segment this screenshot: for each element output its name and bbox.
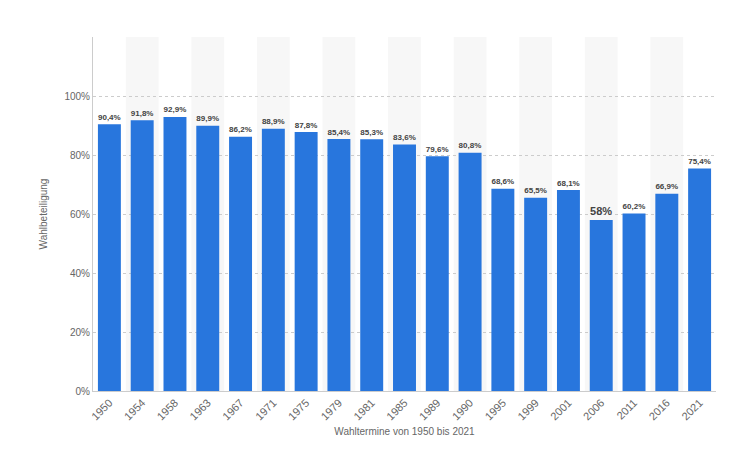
svg-text:1950: 1950 (89, 397, 115, 423)
svg-text:88,9%: 88,9% (262, 117, 285, 126)
svg-text:Wahlbeteiligung: Wahlbeteiligung (38, 179, 49, 250)
svg-text:0%: 0% (76, 386, 91, 397)
svg-text:89,9%: 89,9% (196, 114, 219, 123)
svg-text:68,1%: 68,1% (557, 179, 580, 188)
svg-text:1981: 1981 (351, 397, 377, 423)
svg-text:1954: 1954 (122, 397, 148, 423)
svg-text:1975: 1975 (286, 397, 312, 423)
svg-text:86,2%: 86,2% (229, 125, 252, 134)
svg-text:100%: 100% (64, 91, 90, 102)
svg-text:20%: 20% (70, 327, 90, 338)
svg-text:1967: 1967 (220, 397, 246, 423)
svg-text:90,4%: 90,4% (98, 113, 121, 122)
svg-text:40%: 40% (70, 268, 90, 279)
svg-text:68,6%: 68,6% (491, 177, 514, 186)
svg-text:92,9%: 92,9% (164, 105, 187, 114)
svg-text:65,5%: 65,5% (524, 186, 547, 195)
svg-text:66,9%: 66,9% (655, 182, 678, 191)
svg-text:87,8%: 87,8% (295, 121, 318, 130)
svg-text:2016: 2016 (646, 397, 672, 423)
svg-text:85,3%: 85,3% (360, 128, 383, 137)
svg-text:91,8%: 91,8% (131, 109, 154, 118)
svg-text:1963: 1963 (187, 397, 213, 423)
svg-text:79,6%: 79,6% (426, 145, 449, 154)
svg-text:2001: 2001 (548, 397, 574, 423)
svg-text:1990: 1990 (450, 397, 476, 423)
svg-text:Wahltermine von 1950 bis 2021: Wahltermine von 1950 bis 2021 (334, 426, 475, 437)
svg-text:1989: 1989 (417, 397, 443, 423)
svg-text:75,4%: 75,4% (688, 157, 711, 166)
svg-text:2021: 2021 (679, 397, 705, 423)
svg-text:1979: 1979 (318, 397, 344, 423)
svg-text:80%: 80% (70, 150, 90, 161)
svg-text:2011: 2011 (614, 397, 639, 422)
svg-text:80,8%: 80,8% (459, 141, 482, 150)
svg-text:85,4%: 85,4% (327, 128, 350, 137)
svg-text:58%: 58% (590, 205, 612, 217)
svg-text:1995: 1995 (482, 397, 508, 423)
svg-text:1958: 1958 (154, 397, 180, 423)
svg-text:1985: 1985 (384, 397, 410, 423)
svg-text:60,2%: 60,2% (623, 202, 646, 211)
svg-text:1971: 1971 (253, 397, 279, 423)
svg-text:83,6%: 83,6% (393, 133, 416, 142)
svg-text:1999: 1999 (515, 397, 541, 423)
svg-text:2006: 2006 (581, 397, 607, 423)
svg-text:60%: 60% (70, 209, 90, 220)
